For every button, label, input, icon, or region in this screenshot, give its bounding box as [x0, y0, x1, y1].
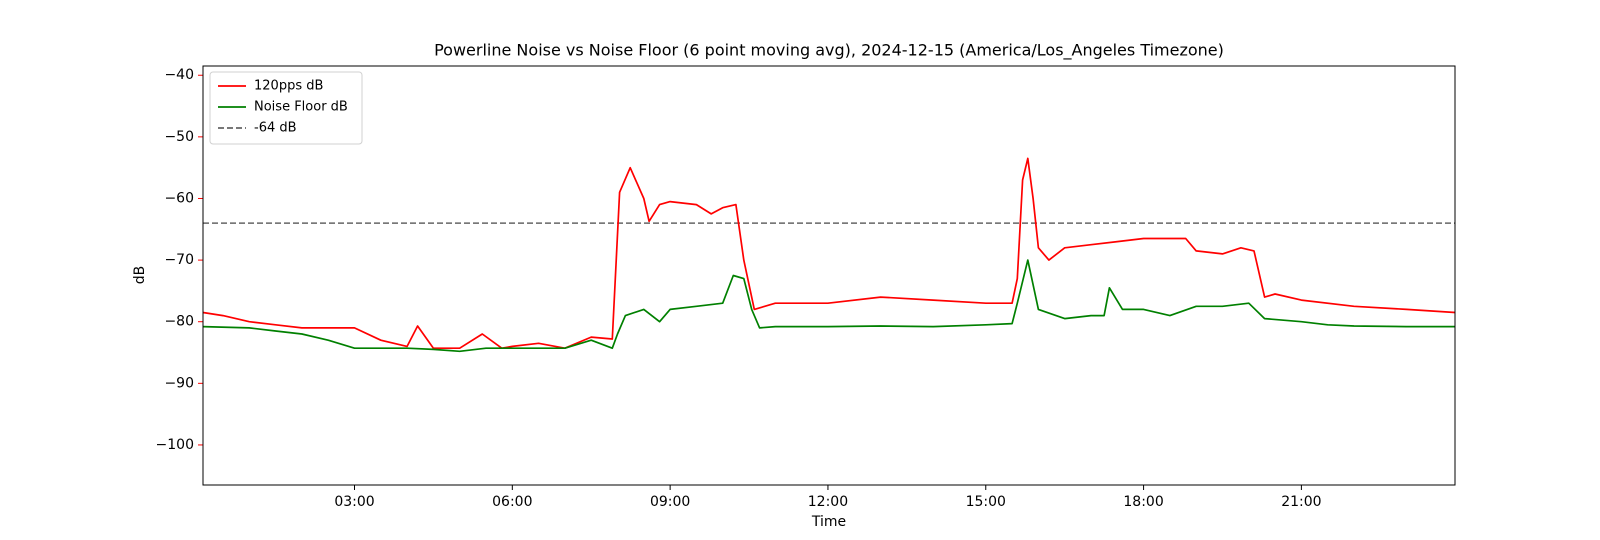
- y-tick-label: −90: [164, 375, 194, 391]
- x-tick-label: 18:00: [1123, 494, 1163, 510]
- plot-frame: [202, 65, 1456, 486]
- y-tick-label: −80: [164, 314, 194, 330]
- x-tick-label: 06:00: [492, 494, 532, 510]
- chart-title: Powerline Noise vs Noise Floor (6 point …: [434, 41, 1224, 61]
- y-tick-label: −100: [156, 437, 194, 453]
- x-tick-label: 03:00: [334, 494, 374, 510]
- y-tick-label: −40: [164, 67, 194, 83]
- x-axis-label: Time: [811, 514, 846, 530]
- series-line: [202, 157, 1456, 350]
- x-tick-label: 21:00: [1281, 494, 1321, 510]
- legend-label: 120pps dB: [254, 79, 323, 94]
- legend-label: Noise Floor dB: [254, 100, 348, 115]
- x-tick-label: 12:00: [808, 494, 848, 510]
- x-tick-label: 15:00: [966, 494, 1006, 510]
- legend-box: [209, 71, 363, 145]
- y-tick-label: −50: [164, 129, 194, 145]
- series-line: [202, 259, 1455, 353]
- y-axis-label: dB: [132, 266, 148, 285]
- y-tick-label: −60: [164, 190, 194, 206]
- legend-label: -64 dB: [254, 121, 297, 136]
- y-tick-label: −70: [164, 252, 194, 268]
- x-tick-label: 09:00: [650, 494, 690, 510]
